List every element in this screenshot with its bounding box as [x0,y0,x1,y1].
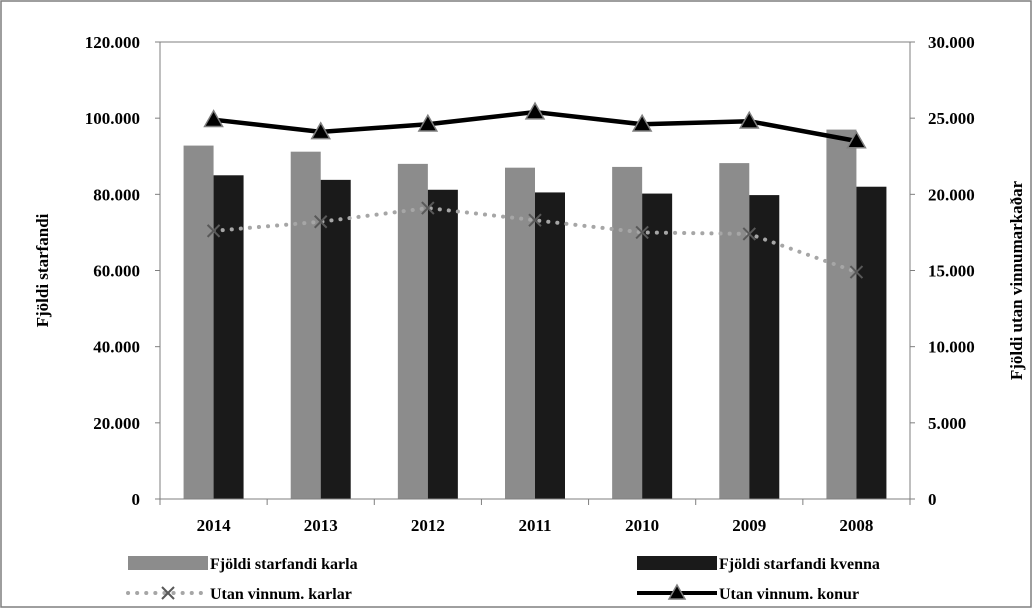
marker-x-stroke [635,225,649,240]
marker-x [849,265,864,279]
bar-kvenna [749,195,780,499]
bar-kvenna [856,186,887,499]
bar-karla [183,145,214,499]
bar-karla [719,163,750,500]
y2-tick-label: 20.000 [928,185,975,204]
bar-karla [290,151,321,499]
marker-x [635,225,649,240]
bar-karla [612,166,643,499]
marker-x-stroke [849,265,864,279]
y-tick-label: 80.000 [93,185,140,204]
marker-x-stroke [421,201,435,215]
marker-x-stroke [206,224,221,238]
y2-axis-title: Fjöldi utan vinnumarkaðar [1007,180,1026,380]
bar-kvenna [535,192,565,499]
x-tick-label: 2014 [197,516,232,535]
marker-triangle [417,113,439,132]
y-tick-label: 60.000 [93,262,140,281]
marker-triangle [310,121,332,140]
marker-x [742,227,756,241]
y2-tick-label: 15.000 [928,262,975,281]
y-axis-title: Fjöldi starfandi [33,213,52,327]
y-tick-label: 40.000 [93,338,140,357]
marker-x [314,215,328,229]
x-tick-label: 2012 [411,516,445,535]
x-tick-label: 2009 [732,516,766,535]
marker-x-stroke [314,215,328,229]
bar-karla [826,129,857,499]
bar-karla [397,163,428,499]
legend-swatch [128,556,208,570]
y-tick-label: 100.000 [85,109,140,128]
legend-label: Fjöldi starfandi karla [210,556,358,573]
y2-tick-label: 5.000 [928,414,966,433]
bar-kvenna [213,175,244,499]
legend-label: Utan vinnum. karlar [210,586,352,603]
y2-tick-label: 25.000 [928,109,975,128]
bar-kvenna [642,193,673,500]
legend-label: Utan vinnum. konur [719,586,859,603]
marker-x [528,213,542,227]
x-tick-label: 2011 [518,516,551,535]
marker-triangle [738,110,760,129]
bar-kvenna [320,179,351,499]
plot-area [183,101,887,500]
bar-kvenna [427,189,458,499]
marker-triangle [631,113,653,132]
marker-x-stroke [742,227,756,241]
marker-triangle [846,130,867,149]
y-tick-label: 20.000 [93,414,140,433]
x-tick-label: 2010 [625,516,659,535]
legend-marker [667,583,687,600]
marker-x-stroke [528,213,542,227]
y-tick-label: 120.000 [85,33,140,52]
legend: Fjöldi starfandi karla Fjöldi starfandi k… [126,556,880,603]
axes: 0 20.000 40.000 60.000 80.000 100.000 120.000 0… [85,33,975,535]
marker-triangle [203,109,224,128]
marker-triangle [524,101,546,120]
x-tick-label: 2013 [304,516,338,535]
marker-x [421,201,435,215]
legend-label: Fjöldi starfandi kvenna [719,556,880,573]
legend-swatch [637,556,717,570]
y2-tick-label: 10.000 [928,338,975,357]
y-tick-label: 0 [132,490,141,509]
x-tick-label: 2008 [839,516,873,535]
y2-tick-label: 0 [928,490,937,509]
legend-marker [161,586,175,600]
bar-karla [505,167,535,500]
y2-tick-label: 30.000 [928,33,975,52]
marker-x [206,224,221,238]
